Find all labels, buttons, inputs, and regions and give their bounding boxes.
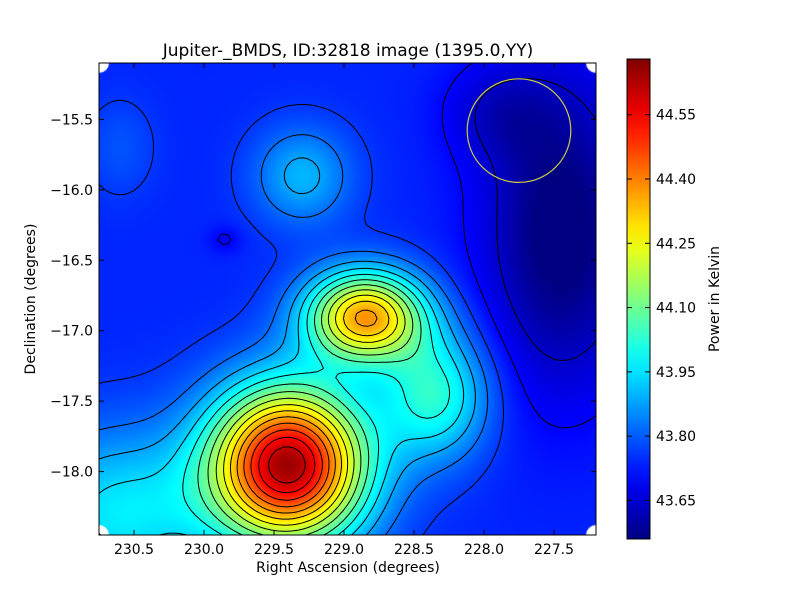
contour-level-15 (258, 436, 316, 494)
contour-level-0 (474, 78, 596, 361)
beam-circle (466, 78, 572, 184)
x-tick-label: 227.5 (534, 542, 574, 558)
contour-level-13 (243, 422, 330, 508)
contour-level-4 (99, 157, 476, 535)
contour-level-5 (99, 267, 465, 535)
colorbar-tick-label: 43.65 (656, 493, 696, 509)
colorbar-label: Power in Kelvin (707, 246, 723, 352)
colorbar-tick-label: 44.10 (656, 301, 696, 317)
y-tick-label: −18.0 (50, 465, 93, 481)
contour-level-14 (250, 429, 323, 501)
colorbar-gradient (626, 58, 651, 540)
contour-level-7 (197, 279, 422, 535)
y-tick-label: −17.5 (50, 394, 93, 410)
x-tick-label: 228.0 (464, 542, 504, 558)
y-tick-label: −16.0 (50, 183, 93, 199)
colorbar-tick-label: 44.40 (656, 172, 696, 188)
x-tick-label: 230.0 (184, 542, 224, 558)
chart-title: Jupiter-_BMDS, ID:32818 image (1395.0,YY… (162, 41, 534, 61)
contour-level-10 (223, 294, 398, 526)
x-tick-label: 228.5 (394, 542, 434, 558)
plot-area (98, 62, 597, 536)
y-axis: −15.5 −16.0 −16.5 −17.0 −17.5 −18.0 (50, 112, 596, 481)
contour-level-9 (215, 289, 406, 532)
contour-level-6 (182, 273, 451, 535)
y-axis-label: Declination (degrees) (23, 224, 39, 375)
contour-lines (99, 63, 596, 535)
plot-frame (98, 62, 597, 536)
contour-level-1 (217, 63, 596, 429)
contour-level-8 (207, 284, 414, 535)
contour-level-16 (268, 446, 306, 484)
colorbar-tick-label: 43.95 (656, 365, 696, 381)
contour-level-12 (236, 309, 378, 514)
y-tick-label: −16.5 (50, 253, 93, 269)
x-tick-label: 230.5 (114, 542, 154, 558)
colorbar: 43.65 43.80 43.95 44.10 44.25 44.40 44.55 Powe… (626, 58, 723, 540)
x-axis-label: Right Ascension (degrees) (256, 560, 440, 576)
colorbar-ticks: 43.65 43.80 43.95 44.10 44.25 44.40 44.55 (627, 108, 696, 509)
colorbar-tick-label: 43.80 (656, 429, 696, 445)
contour-level-3 (99, 134, 489, 535)
contour-level-11 (230, 300, 390, 520)
colorbar-tick-label: 44.55 (656, 108, 696, 124)
x-tick-label: 229.0 (324, 542, 364, 558)
x-axis: 230.5 230.0 229.5 229.0 228.5 228.0 227.5 (114, 63, 574, 558)
x-tick-label: 229.5 (254, 542, 294, 558)
colorbar-tick-label: 44.25 (656, 236, 696, 252)
y-tick-label: −15.5 (50, 112, 93, 128)
y-tick-label: −17.0 (50, 324, 93, 340)
contour-level-2 (99, 99, 504, 535)
